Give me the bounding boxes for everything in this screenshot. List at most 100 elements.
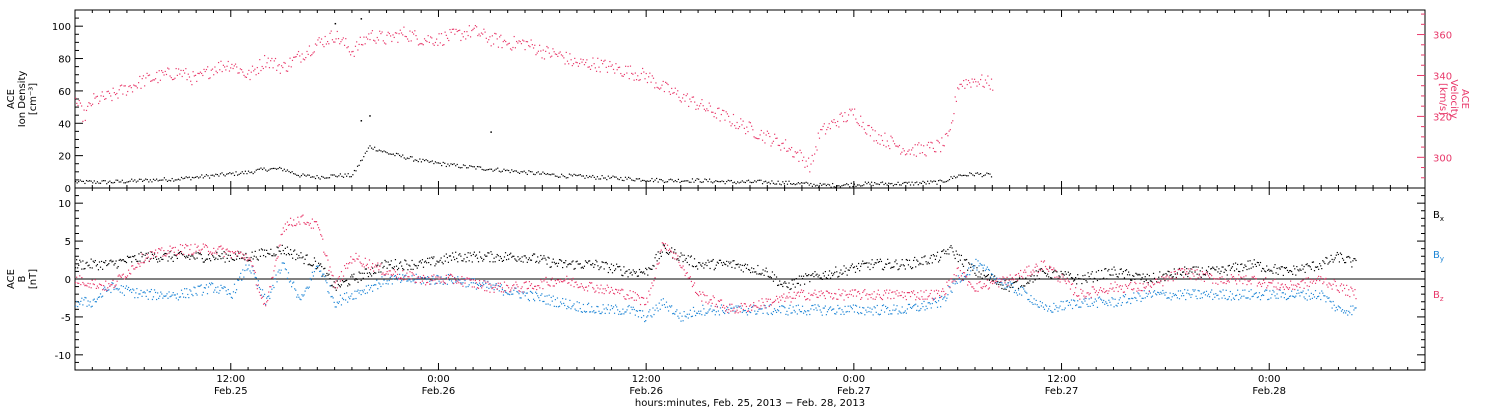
field-point (638, 268, 641, 271)
field-point (301, 215, 303, 217)
field-point (1283, 297, 1285, 299)
field-point (1151, 282, 1154, 284)
field-point (693, 310, 696, 312)
density-point (103, 180, 105, 182)
velocity-point (575, 61, 577, 63)
field-point (399, 262, 401, 264)
field-point (482, 260, 484, 262)
field-point (865, 309, 867, 311)
field-point (351, 262, 353, 264)
field-point (1109, 287, 1111, 290)
field-point (814, 304, 816, 306)
field-point (819, 277, 821, 279)
field-point (1311, 297, 1314, 299)
field-point (508, 258, 510, 260)
velocity-point (210, 69, 212, 71)
field-point (940, 256, 942, 258)
field-point (413, 279, 415, 281)
field-point (102, 295, 104, 297)
field-point (1017, 272, 1020, 275)
density-point (280, 167, 282, 170)
velocity-point (770, 145, 772, 147)
velocity-point (588, 66, 590, 68)
field-point (518, 293, 520, 295)
field-point (946, 281, 948, 283)
field-point (125, 261, 128, 264)
velocity-point (75, 97, 77, 99)
field-point (474, 255, 477, 257)
field-point (354, 290, 356, 292)
velocity-point (320, 38, 323, 40)
field-point (1137, 287, 1139, 290)
field-point (345, 267, 347, 269)
density-point (545, 173, 547, 176)
density-point (864, 181, 866, 183)
velocity-point (732, 113, 735, 116)
velocity-point (678, 96, 680, 98)
field-point (1096, 279, 1099, 282)
field-point (135, 266, 137, 269)
field-point (665, 301, 668, 303)
field-point (710, 260, 712, 262)
field-point (415, 265, 417, 267)
field-point (497, 282, 499, 284)
field-point (1305, 292, 1307, 295)
density-point (548, 173, 550, 176)
velocity-point (902, 148, 904, 150)
field-point (487, 280, 489, 283)
field-point (621, 313, 623, 315)
field-point (887, 297, 889, 299)
velocity-point (121, 84, 123, 86)
field-point (1119, 284, 1121, 287)
velocity-point (724, 119, 726, 121)
field-point (610, 305, 613, 307)
field-point (703, 267, 705, 269)
velocity-point (266, 62, 268, 64)
velocity-point (135, 85, 137, 87)
density-point (972, 174, 974, 176)
velocity-point (789, 149, 792, 151)
field-point (180, 289, 183, 291)
field-point (544, 278, 546, 281)
field-point (419, 276, 421, 278)
field-point (195, 252, 197, 254)
velocity-point (170, 77, 172, 79)
field-point (681, 267, 683, 269)
field-point (920, 307, 922, 310)
field-point (406, 280, 408, 282)
density-point (325, 177, 327, 179)
field-point (213, 247, 215, 250)
field-point (1135, 272, 1137, 274)
velocity-point (712, 111, 714, 113)
field-point (486, 255, 488, 257)
velocity-point (444, 31, 446, 33)
field-point (779, 280, 781, 282)
velocity-point (723, 110, 725, 112)
field-point (1000, 284, 1002, 286)
density-point (730, 179, 732, 182)
velocity-point (81, 105, 83, 107)
field-point (388, 279, 390, 282)
field-point (779, 296, 781, 298)
density-point (380, 150, 382, 152)
field-point (329, 266, 331, 268)
field-point (190, 255, 192, 257)
field-point (1080, 288, 1082, 291)
field-point (159, 260, 161, 262)
field-point (1237, 289, 1239, 291)
field-point (724, 263, 726, 265)
field-point (1163, 273, 1165, 275)
field-point (79, 303, 81, 305)
density-point (386, 152, 388, 154)
field-point (880, 309, 883, 311)
velocity-point (382, 40, 384, 42)
field-point (1243, 295, 1245, 297)
velocity-point (933, 150, 936, 153)
field-point (850, 265, 852, 267)
field-point (947, 248, 949, 251)
field-point (188, 253, 190, 256)
density-point (685, 180, 687, 182)
velocity-point (971, 78, 973, 80)
field-point (669, 305, 671, 307)
field-point (530, 259, 533, 261)
